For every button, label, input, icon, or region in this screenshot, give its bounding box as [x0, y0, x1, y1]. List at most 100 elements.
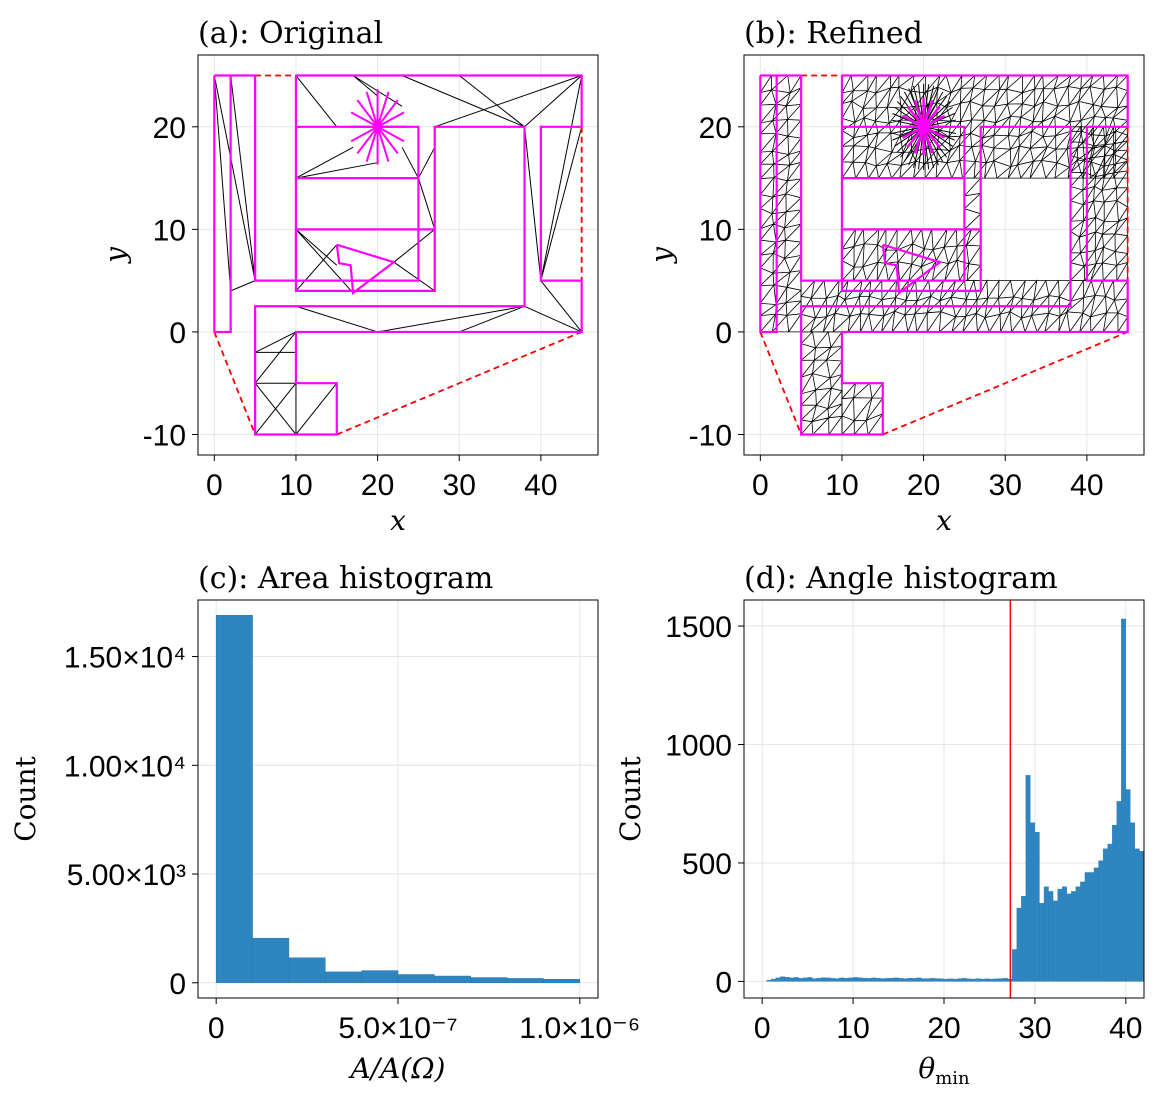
histogram-bar	[852, 977, 858, 982]
histogram-bar	[848, 977, 854, 982]
mesh-edge	[524, 305, 582, 333]
y-tick-label: 10	[699, 214, 732, 247]
x-tick-label: 10	[836, 1012, 869, 1045]
x-tick-label: 0	[208, 1012, 225, 1045]
histogram-bar	[771, 978, 776, 982]
axes-frame	[197, 54, 599, 456]
star-ray	[377, 111, 405, 128]
histogram-bar	[1107, 843, 1113, 982]
histogram-bar	[998, 978, 1004, 982]
y-tick-label: 0	[169, 317, 186, 350]
mesh-triangles	[758, 74, 802, 333]
panel-c: 0 5.0×10⁻⁷ 1.0×10⁻⁶ 0 5.00×10³ 1.00×10⁴ 1.50×1…	[9, 561, 640, 1085]
y-tick-label: -10	[143, 419, 186, 452]
star-ray	[365, 126, 379, 162]
axes-frame	[743, 54, 1145, 456]
star-ray	[350, 125, 379, 143]
histogram-bar	[962, 978, 967, 982]
histogram-bar	[866, 978, 872, 982]
x-tick-label: 30	[1018, 1012, 1051, 1045]
y-axis-label: Count	[9, 755, 42, 841]
mesh-edge	[459, 305, 525, 333]
mesh-edge	[295, 146, 354, 179]
y-tick-label: 20	[699, 112, 732, 145]
mesh-edge	[352, 75, 378, 97]
x-tick-label: 40	[524, 469, 557, 502]
histogram-bar	[1134, 848, 1140, 982]
histogram-bar	[1062, 886, 1067, 982]
histogram-bar	[1066, 893, 1072, 982]
mesh-edge	[393, 228, 436, 263]
histogram-bar	[1102, 848, 1108, 982]
histogram-bar	[215, 614, 253, 984]
histogram-bar	[780, 976, 786, 982]
histogram-bar	[812, 978, 817, 982]
panel-title: (a): Original	[198, 16, 383, 51]
histogram-bar	[775, 977, 781, 982]
star-ray	[376, 126, 390, 162]
y-axis-label: y	[99, 246, 132, 265]
histogram-bar	[361, 970, 399, 984]
mesh-triangles	[841, 381, 884, 435]
histogram-bar	[288, 957, 326, 984]
mesh-edge	[295, 162, 378, 179]
histogram-bar	[1112, 824, 1117, 982]
star-ray-boundary	[913, 126, 925, 154]
y-tick-label: 10	[153, 214, 186, 247]
mesh-edge	[295, 382, 338, 435]
star-ray	[356, 99, 379, 128]
histogram-bar	[798, 978, 804, 982]
histogram-bar	[807, 977, 813, 982]
histogram-bar	[948, 978, 954, 982]
x-tick-label: 0	[752, 469, 769, 502]
mesh-triangles	[963, 177, 982, 230]
histogram-bar	[821, 977, 826, 982]
star-ray-boundary	[922, 105, 941, 128]
x-tick-label: 40	[1070, 469, 1103, 502]
histogram-bar	[971, 978, 976, 982]
boundary-curve	[335, 243, 397, 296]
histogram-bar	[857, 977, 863, 982]
star-ray	[350, 111, 379, 128]
boundary-curve	[254, 74, 583, 436]
histogram-bar	[802, 977, 808, 982]
mesh-triangles	[799, 330, 843, 435]
y-tick-label: -10	[689, 419, 732, 452]
y-axis-label: Count	[614, 755, 647, 841]
mesh-edge	[213, 75, 232, 291]
histogram-bar	[397, 974, 435, 984]
histogram-bar	[1021, 895, 1026, 982]
histogram-bar	[893, 977, 899, 982]
y-tick-label: 1.00×10⁴	[64, 750, 186, 783]
histogram-bar	[839, 977, 845, 982]
histogram-bar	[543, 979, 581, 984]
histogram-bar	[793, 977, 799, 982]
boundary-curve	[759, 75, 778, 334]
y-tick-label: 1000	[665, 730, 732, 763]
x-axis-label: θmin	[918, 1052, 970, 1089]
histogram-bar	[1048, 891, 1054, 982]
x-tick-label: 10	[825, 469, 858, 502]
histogram-bar	[952, 978, 958, 982]
histogram-bar	[766, 980, 772, 982]
histogram-bar	[875, 977, 881, 982]
histogram-bar	[957, 978, 963, 982]
mesh-edge	[254, 331, 297, 384]
histogram-bar	[1071, 891, 1076, 982]
mesh-edge	[213, 75, 256, 281]
histogram-bar	[1039, 903, 1045, 982]
x-tick-label: 20	[361, 469, 394, 502]
histogram-bar	[252, 937, 290, 984]
mesh-edge	[377, 305, 525, 333]
x-tick-label: 30	[989, 469, 1022, 502]
histogram-bar	[930, 978, 936, 982]
histogram-bar	[506, 978, 544, 984]
histogram-bar	[993, 978, 999, 982]
hull-segment	[759, 331, 802, 435]
histogram-bar	[1075, 886, 1081, 982]
y-tick-label: 1.50×10⁴	[64, 642, 186, 675]
mesh-edge	[540, 280, 583, 333]
x-tick-label: 30	[443, 469, 476, 502]
x-axis-label: A/A(Ω)	[348, 1052, 446, 1085]
